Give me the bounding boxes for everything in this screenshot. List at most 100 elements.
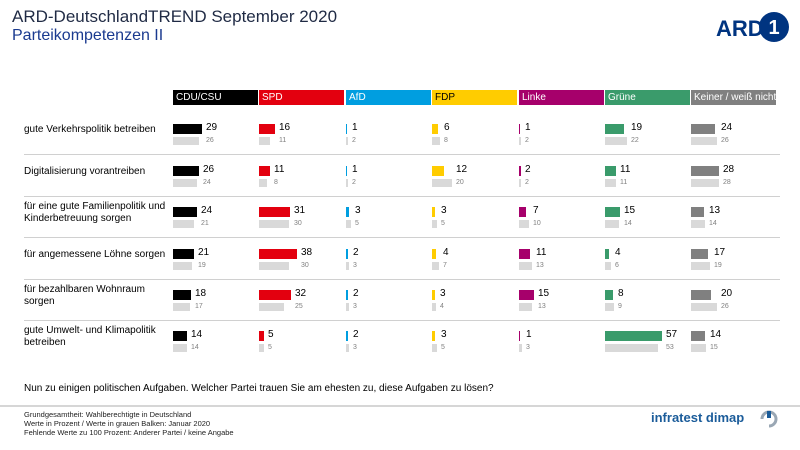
party-header-cdu-csu: CDU/CSU <box>173 90 258 105</box>
value-fdp: 6 <box>444 122 450 133</box>
value-afd: 2 <box>353 329 359 340</box>
page-title: ARD-DeutschlandTREND September 2020 <box>12 7 338 26</box>
party-header-linke: Linke <box>519 90 604 105</box>
bar-previous-fdp <box>432 179 452 187</box>
bar-previous-fdp <box>432 137 440 145</box>
value-previous-afd: 2 <box>352 179 356 186</box>
bar-keiner-wei-nicht <box>691 124 715 134</box>
bar-afd <box>346 331 348 341</box>
value-keiner-wei-nicht: 20 <box>721 288 733 299</box>
value-fdp: 3 <box>441 205 447 216</box>
value-previous-spd: 5 <box>268 344 272 351</box>
footer-divider <box>0 405 800 407</box>
party-header-gr-ne: Grüne <box>605 90 690 105</box>
value-cdu-csu: 21 <box>198 247 210 258</box>
value-previous-linke: 13 <box>538 303 546 310</box>
value-afd: 1 <box>352 164 358 175</box>
value-previous-afd: 3 <box>353 303 357 310</box>
value-previous-gr-ne: 9 <box>618 303 622 310</box>
bar-afd <box>346 124 347 134</box>
value-afd: 2 <box>353 247 359 258</box>
value-fdp: 3 <box>440 288 446 299</box>
bar-fdp <box>432 207 435 217</box>
footnote-population: Grundgesamtheit: Wahlberechtigte in Deut… <box>24 410 192 419</box>
value-previous-keiner-wei-nicht: 26 <box>721 137 729 144</box>
value-cdu-csu: 26 <box>203 164 215 175</box>
bar-previous-gr-ne <box>605 303 614 311</box>
bar-previous-cdu-csu <box>173 179 197 187</box>
value-previous-fdp: 20 <box>456 179 464 186</box>
value-cdu-csu: 14 <box>191 329 203 340</box>
value-gr-ne: 11 <box>620 164 631 175</box>
value-previous-cdu-csu: 24 <box>203 179 211 186</box>
bar-previous-cdu-csu <box>173 344 187 352</box>
bar-previous-gr-ne <box>605 344 658 352</box>
bar-keiner-wei-nicht <box>691 290 711 300</box>
value-previous-spd: 25 <box>295 303 303 310</box>
value-previous-spd: 11 <box>279 137 287 144</box>
bar-previous-gr-ne <box>605 179 616 187</box>
bar-previous-afd <box>346 303 349 311</box>
row-label: für eine gute Familienpolitik und Kinder… <box>24 201 166 224</box>
value-previous-gr-ne: 11 <box>620 179 628 186</box>
value-spd: 16 <box>279 122 291 133</box>
value-keiner-wei-nicht: 28 <box>723 164 735 175</box>
value-previous-linke: 2 <box>525 179 529 186</box>
bar-previous-linke <box>519 262 532 270</box>
value-previous-gr-ne: 14 <box>624 220 632 227</box>
bar-fdp <box>432 331 435 341</box>
value-previous-gr-ne: 22 <box>631 137 639 144</box>
bar-spd <box>259 166 270 176</box>
bar-previous-cdu-csu <box>173 303 190 311</box>
bar-previous-fdp <box>432 262 439 270</box>
party-header-spd: SPD <box>259 90 344 105</box>
bar-gr-ne <box>605 249 609 259</box>
value-linke: 2 <box>525 164 531 175</box>
value-cdu-csu: 24 <box>201 205 213 216</box>
row-separator <box>24 320 780 321</box>
value-previous-fdp: 8 <box>444 137 448 144</box>
bar-previous-spd <box>259 344 264 352</box>
bar-previous-keiner-wei-nicht <box>691 262 710 270</box>
value-gr-ne: 19 <box>631 122 643 133</box>
bar-cdu-csu <box>173 249 194 259</box>
row-label: gute Verkehrspolitik betreiben <box>24 124 156 135</box>
value-spd: 5 <box>268 329 274 340</box>
value-previous-keiner-wei-nicht: 28 <box>723 179 731 186</box>
value-fdp: 4 <box>443 247 449 258</box>
value-spd: 32 <box>295 288 307 299</box>
value-previous-cdu-csu: 21 <box>201 220 209 227</box>
value-previous-cdu-csu: 17 <box>195 303 203 310</box>
value-previous-gr-ne: 6 <box>615 262 619 269</box>
value-previous-cdu-csu: 19 <box>198 262 206 269</box>
value-previous-linke: 13 <box>536 262 544 269</box>
row-label: Digitalisierung vorantreiben <box>24 166 146 177</box>
bar-spd <box>259 249 297 259</box>
bar-previous-cdu-csu <box>173 220 194 228</box>
value-previous-afd: 5 <box>355 220 359 227</box>
bar-previous-spd <box>259 179 267 187</box>
party-header-fdp: FDP <box>432 90 517 105</box>
bar-previous-keiner-wei-nicht <box>691 344 706 352</box>
bar-gr-ne <box>605 124 624 134</box>
svg-text:1: 1 <box>768 17 779 39</box>
value-previous-keiner-wei-nicht: 19 <box>714 262 722 269</box>
bar-afd <box>346 290 348 300</box>
bar-previous-keiner-wei-nicht <box>691 220 705 228</box>
infratest-icon <box>760 410 778 428</box>
bar-previous-spd <box>259 303 284 311</box>
value-cdu-csu: 18 <box>195 288 207 299</box>
value-previous-spd: 30 <box>301 262 309 269</box>
bar-cdu-csu <box>173 166 199 176</box>
value-keiner-wei-nicht: 17 <box>714 247 726 258</box>
bar-linke <box>519 331 520 341</box>
value-gr-ne: 4 <box>615 247 621 258</box>
value-previous-keiner-wei-nicht: 26 <box>721 303 729 310</box>
value-gr-ne: 57 <box>666 329 678 340</box>
value-keiner-wei-nicht: 13 <box>709 205 721 216</box>
footnote-missing: Fehlende Werte zu 100 Prozent: Anderer P… <box>24 428 234 437</box>
value-spd: 31 <box>294 205 306 216</box>
value-linke: 1 <box>526 329 532 340</box>
bar-keiner-wei-nicht <box>691 207 704 217</box>
ard-logo-text: ARD <box>716 16 764 41</box>
